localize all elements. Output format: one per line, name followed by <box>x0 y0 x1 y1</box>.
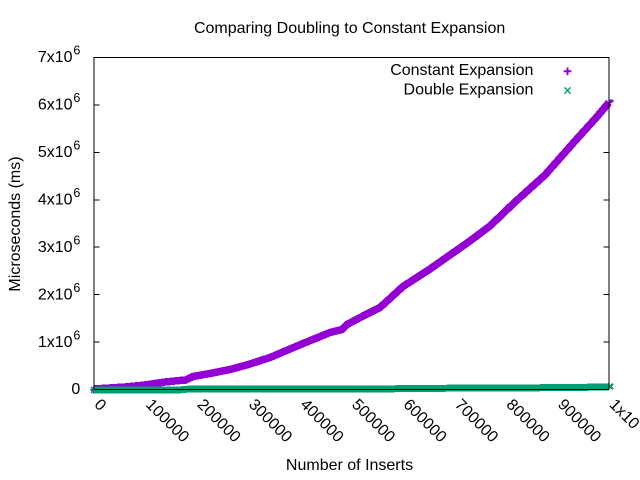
svg-text:7x106: 7x106 <box>38 44 81 66</box>
svg-text:0: 0 <box>71 381 80 398</box>
svg-text:Constant Expansion: Constant Expansion <box>390 62 533 79</box>
svg-text:Double Expansion: Double Expansion <box>404 82 534 99</box>
svg-text:5x106: 5x106 <box>38 139 81 162</box>
svg-text:Comparing Doubling to Constant: Comparing Doubling to Constant Expansion <box>194 20 505 37</box>
svg-text:4x106: 4x106 <box>38 186 81 209</box>
svg-text:Microseconds (ms): Microseconds (ms) <box>7 156 24 291</box>
svg-text:3x106: 3x106 <box>38 233 81 256</box>
svg-text:1x106: 1x106 <box>38 328 81 351</box>
svg-text:2x106: 2x106 <box>38 281 81 304</box>
svg-text:Number of Inserts: Number of Inserts <box>286 457 413 474</box>
svg-text:6x106: 6x106 <box>38 91 81 114</box>
